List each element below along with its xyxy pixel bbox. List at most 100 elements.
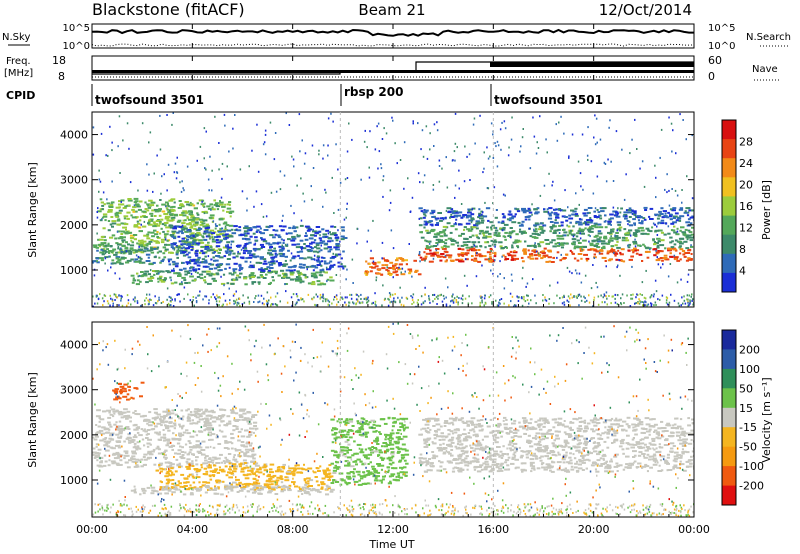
heatmap-cell (203, 202, 206, 205)
heatmap-cell (533, 245, 537, 247)
heatmap-cell (237, 229, 242, 232)
heatmap-cell (533, 250, 539, 253)
heatmap-cell (475, 254, 479, 257)
heatmap-cell (125, 461, 129, 464)
heatmap-cell (193, 207, 198, 210)
heatmap-cell (343, 446, 348, 449)
heatmap-cell (163, 451, 166, 454)
heatmap-cell (303, 478, 307, 481)
heatmap-cell (133, 225, 138, 228)
heatmap-cell (164, 461, 170, 464)
heatmap-cell (240, 435, 246, 438)
heatmap-near-range-cell (412, 293, 415, 296)
heatmap-cell (211, 420, 217, 423)
heatmap-cell (170, 471, 174, 474)
heatmap-cell (548, 207, 553, 210)
heatmap-cell (444, 239, 448, 242)
heatmap-near-range-cell (198, 294, 201, 297)
heatmap-cell (206, 424, 212, 427)
heatmap-cell (136, 441, 140, 444)
heatmap-cell (150, 428, 153, 431)
heatmap-cell (563, 216, 568, 218)
heatmap-scatter-cell (429, 132, 431, 135)
heatmap-cell (163, 456, 166, 459)
heatmap-scatter-cell (686, 280, 689, 283)
heatmap-cell (127, 230, 130, 233)
heatmap-scatter-cell (504, 194, 506, 197)
heatmap-scatter-cell (186, 263, 189, 265)
heatmap-cell (520, 232, 524, 235)
heatmap-near-range-cell (593, 299, 595, 301)
heatmap-cell (127, 243, 130, 246)
heatmap-cell (111, 220, 117, 223)
heatmap-scatter-cell (507, 154, 510, 157)
heatmap-cell (126, 217, 130, 220)
heatmap-cell (170, 412, 175, 415)
heatmap-cell (172, 242, 177, 245)
heatmap-cell (303, 491, 308, 494)
heatmap-cell (191, 215, 195, 218)
heatmap-scatter-cell (181, 261, 183, 264)
heatmap-cell (94, 452, 99, 454)
heatmap-cell (122, 252, 126, 255)
heatmap-cell (104, 256, 109, 259)
heatmap-cell (407, 268, 413, 271)
heatmap-cell (299, 263, 303, 266)
heatmap-cell (289, 259, 292, 262)
heatmap-cell (176, 246, 181, 249)
heatmap-cell (208, 458, 212, 460)
heatmap-scatter-cell (595, 281, 597, 284)
heatmap-cell (153, 223, 159, 226)
heatmap-cell (615, 236, 618, 239)
heatmap-scatter-cell (482, 171, 484, 174)
heatmap-cell (195, 488, 200, 490)
heatmap-cell (188, 269, 192, 272)
heatmap-cell (522, 211, 527, 214)
heatmap-cell (607, 231, 612, 234)
heatmap-cell (214, 485, 217, 488)
heatmap-cell (179, 282, 184, 285)
heatmap-scatter-cell (605, 180, 608, 183)
cpid-segment-1: twofsound 3501 (95, 93, 204, 107)
heatmap-scatter-cell (436, 121, 438, 124)
heatmap-cell (271, 483, 274, 486)
heatmap-cell (326, 473, 331, 476)
heatmap-cell (141, 489, 147, 492)
heatmap-cell (110, 438, 114, 441)
heatmap-near-range-cell (214, 296, 216, 299)
heatmap-cell (162, 416, 166, 419)
heatmap-near-range-cell (300, 297, 302, 300)
heatmap-scatter-cell (674, 189, 677, 192)
heatmap-cell (669, 218, 673, 221)
heatmap-cell (142, 240, 147, 243)
heatmap-cell (446, 207, 452, 210)
heatmap-cell (507, 254, 512, 257)
heatmap-cell (557, 228, 561, 231)
heatmap-cell (296, 234, 301, 237)
heatmap-near-range-cell (461, 302, 464, 305)
heatmap-near-range-cell (115, 295, 117, 298)
heatmap-scatter-cell (140, 223, 142, 226)
heatmap-scatter-cell (670, 122, 673, 125)
heatmap-cell (144, 201, 147, 204)
heatmap-scatter-cell (469, 179, 471, 181)
heatmap-cell (236, 274, 240, 277)
heatmap-scatter-cell (285, 232, 288, 235)
heatmap-cell (334, 481, 340, 483)
heatmap-cell (111, 262, 117, 265)
heatmap-cell (442, 225, 448, 228)
heatmap-cell (360, 448, 364, 451)
heatmap-cell (204, 422, 208, 425)
heatmap-cell (520, 223, 524, 226)
heatmap-scatter-cell (186, 165, 189, 168)
heatmap-cell (251, 472, 256, 475)
heatmap-cell (257, 248, 261, 251)
heatmap-cell (691, 226, 694, 229)
heatmap-cell (169, 487, 173, 490)
heatmap-cell (231, 410, 235, 413)
heatmap-cell (624, 233, 630, 236)
heatmap-cell (271, 262, 276, 265)
heatmap-cell (566, 234, 570, 237)
heatmap-cell (233, 262, 238, 265)
heatmap-cell (657, 222, 660, 225)
